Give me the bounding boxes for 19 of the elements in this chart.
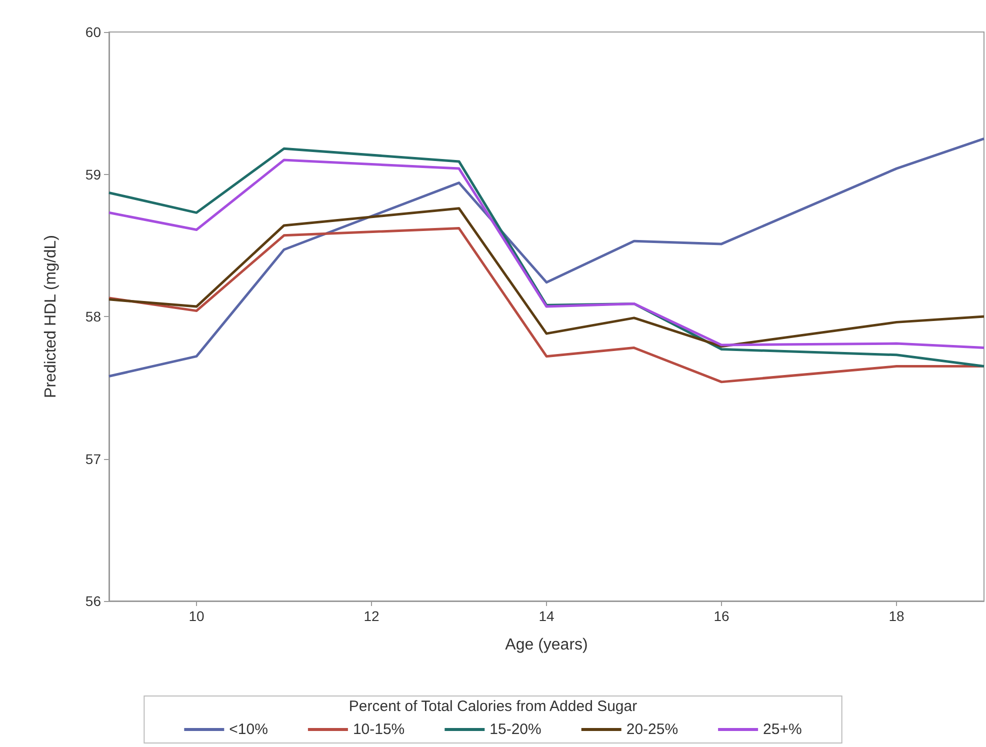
x-tick-label: 14 xyxy=(538,608,554,624)
legend-label: 20-25% xyxy=(626,721,678,738)
y-tick-label: 60 xyxy=(85,24,102,40)
y-tick-label: 59 xyxy=(85,166,102,182)
x-tick-label: 10 xyxy=(188,608,204,624)
legend-label: <10% xyxy=(229,721,268,738)
y-tick-label: 57 xyxy=(85,450,102,467)
line-series xyxy=(108,207,986,348)
y-tick-label: 58 xyxy=(85,308,102,324)
y-axis-title: Predicted HDL (mg/dL) xyxy=(42,234,60,398)
legend-label: 15-20% xyxy=(490,721,542,738)
x-tick-label: 12 xyxy=(364,608,380,624)
y-tick-label: 56 xyxy=(85,593,102,609)
x-tick-label: 18 xyxy=(888,608,904,624)
legend-label: 10-15% xyxy=(352,721,405,738)
x-axis-title: Age (years) xyxy=(505,636,588,654)
legend-label: 25+% xyxy=(763,721,802,738)
x-tick-label: 16 xyxy=(714,608,730,624)
legend-title: Percent of Total Calories from Added Sugar xyxy=(348,698,638,715)
